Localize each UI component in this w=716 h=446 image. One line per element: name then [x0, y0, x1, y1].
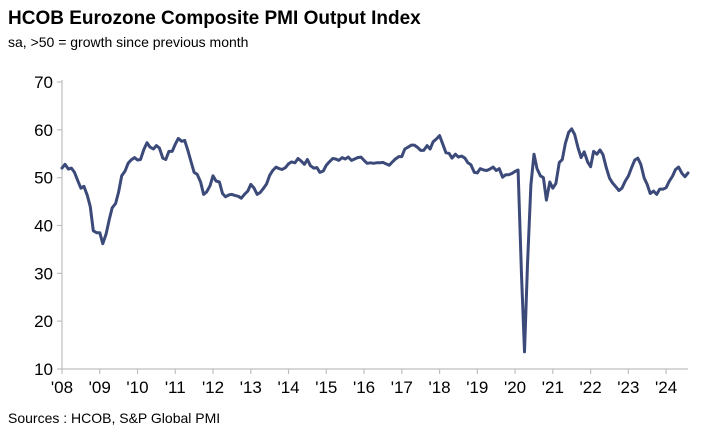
x-tick-label: '17 [391, 378, 413, 397]
y-tick-label: 70 [34, 73, 53, 92]
x-tick-label: '08 [51, 378, 73, 397]
x-axis: '08 '09 '10 '11 '12 '13 '14 '15 '16 '17 '18 '19 '20 '… [51, 369, 677, 397]
x-tick-label: '18 [428, 378, 450, 397]
x-tick-label: '15 [315, 378, 337, 397]
chart-subtitle: sa, >50 = growth since previous month [8, 34, 249, 50]
x-tick-label: '24 [655, 378, 677, 397]
chart-title: HCOB Eurozone Composite PMI Output Index [8, 8, 421, 29]
y-tick-label: 10 [34, 360, 53, 379]
x-tick-label: '14 [277, 378, 299, 397]
x-tick-label: '16 [353, 378, 375, 397]
y-tick-label: 60 [34, 121, 53, 140]
x-tick-label: '12 [202, 378, 224, 397]
series-layer [60, 127, 690, 354]
x-tick-label: '21 [542, 378, 564, 397]
x-tick-label: '13 [240, 378, 262, 397]
y-axis: 10 20 30 40 50 60 70 [34, 73, 62, 379]
y-tick-label: 40 [34, 217, 53, 236]
x-tick-label: '19 [466, 378, 488, 397]
x-tick-label: '20 [504, 378, 526, 397]
y-tick-label: 20 [34, 312, 53, 331]
x-tick-label: '10 [126, 378, 148, 397]
x-tick-label: '23 [617, 378, 639, 397]
y-tick-label: 30 [34, 264, 53, 283]
y-tick-label: 50 [34, 169, 53, 188]
series-line [60, 127, 690, 354]
chart-source: Sources : HCOB, S&P Global PMI [8, 410, 221, 426]
x-tick-label: '09 [89, 378, 111, 397]
x-tick-label: '22 [580, 378, 602, 397]
x-tick-label: '11 [165, 378, 186, 397]
